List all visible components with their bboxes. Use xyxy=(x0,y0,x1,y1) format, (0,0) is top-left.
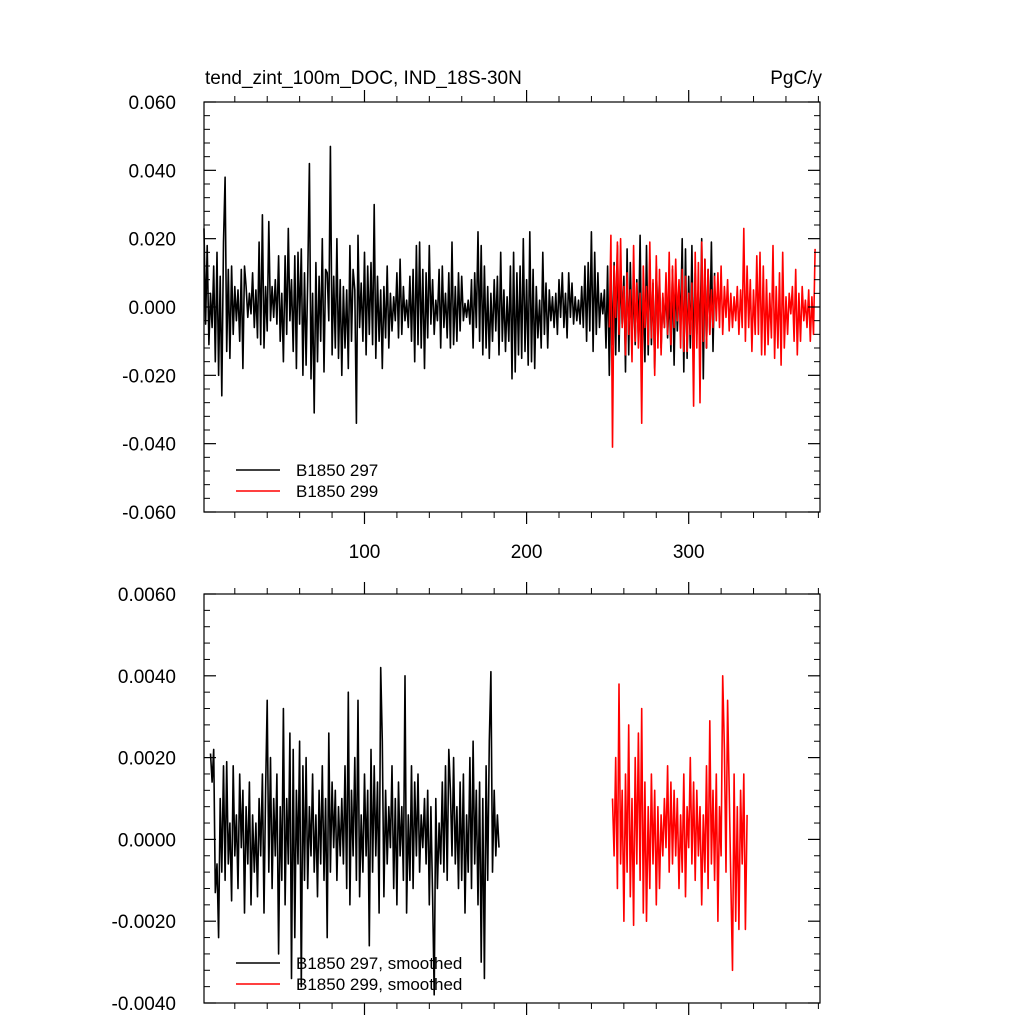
top-x-tick-label: 300 xyxy=(673,542,705,563)
bottom-legend-label: B1850 297, smoothed xyxy=(296,954,462,973)
top-series-line-299 xyxy=(608,227,816,448)
top-y-tick-label: -0.020 xyxy=(122,366,176,387)
top-y-tick-label: 0.020 xyxy=(128,230,176,251)
top-y-tick-label: 0.000 xyxy=(128,298,176,319)
top-plot-frame xyxy=(203,101,821,513)
top-y-tick-label: 0.060 xyxy=(128,93,176,114)
top-y-tick-label: -0.040 xyxy=(122,435,176,456)
bottom-y-tick-label: 0.0000 xyxy=(118,830,176,851)
bottom-plot-frame xyxy=(203,593,821,1004)
top-x-tick-label: 100 xyxy=(349,542,381,563)
bottom-y-tick-label: -0.0040 xyxy=(112,994,176,1015)
top-panel: -0.060 -0.040 -0.020 0.000 0.020 0.040 0.060 10… xyxy=(122,90,821,563)
bottom-panel: -0.0040 -0.0020 0.0000 0.0020 0.0040 0.0060 B1… xyxy=(112,582,821,1015)
units-label: PgC/y xyxy=(770,68,822,89)
top-y-tick-label: -0.060 xyxy=(122,503,176,524)
top-legend-label: B1850 297 xyxy=(296,461,378,480)
top-series-line-297 xyxy=(203,145,716,425)
top-x-tick-label: 200 xyxy=(511,542,543,563)
top-legend-label: B1850 299 xyxy=(296,482,378,501)
bottom-y-tick-label: 0.0020 xyxy=(118,749,176,770)
chart-title: tend_zint_100m_DOC, IND_18S-30N xyxy=(205,68,522,89)
top-y-tick-label: 0.040 xyxy=(128,161,176,182)
bottom-y-tick-label: -0.0020 xyxy=(112,912,176,933)
bottom-legend-label: B1850 299, smoothed xyxy=(296,975,462,994)
bottom-series-line-297 xyxy=(209,666,500,996)
bottom-series-line-299 xyxy=(611,674,748,972)
bottom-y-tick-label: 0.0060 xyxy=(118,585,176,606)
bottom-y-tick-label: 0.0040 xyxy=(118,667,176,688)
